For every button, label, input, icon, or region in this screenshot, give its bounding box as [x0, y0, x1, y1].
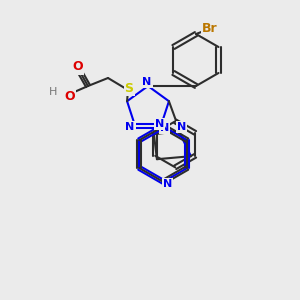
Text: Br: Br — [202, 22, 218, 34]
Text: N: N — [177, 122, 187, 132]
Text: N: N — [125, 122, 135, 132]
Text: N: N — [154, 119, 164, 129]
Text: N: N — [163, 179, 172, 189]
Text: N: N — [142, 77, 152, 87]
Text: O: O — [65, 91, 75, 103]
Text: O: O — [73, 61, 83, 74]
Text: S: S — [124, 82, 134, 94]
Text: H: H — [49, 87, 57, 97]
Text: N: N — [160, 123, 170, 133]
